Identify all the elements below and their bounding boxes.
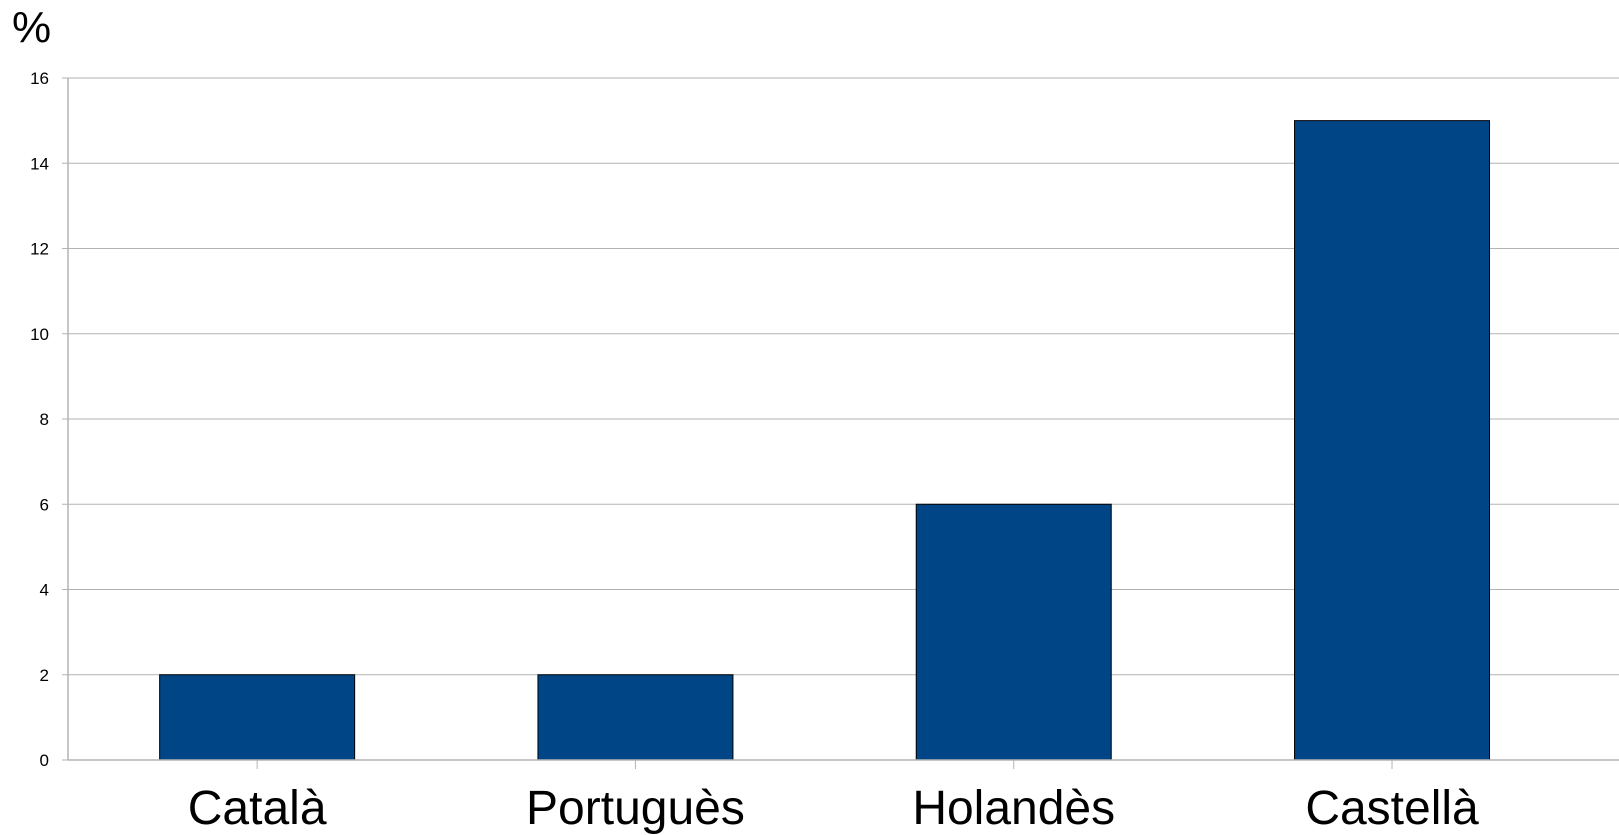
y-tick-label-4: 4: [40, 581, 49, 600]
bar-3: [915, 503, 1112, 761]
y-tick-label-2: 2: [40, 666, 49, 685]
bar-4: [1294, 120, 1491, 761]
y-tick-label-8: 8: [40, 410, 49, 429]
y-tick-label-0: 0: [40, 751, 49, 770]
x-tick-label-4: Castellà: [1305, 782, 1479, 835]
y-axis-ticks: 0 2 4 6 8 10 12 14 16: [30, 69, 49, 770]
y-tick-label-14: 14: [30, 154, 49, 173]
x-tick-label-2: Portuguès: [526, 782, 745, 835]
bars: [159, 120, 1491, 761]
x-tick-label-3: Holandès: [912, 782, 1115, 835]
y-tick-label-6: 6: [40, 495, 49, 514]
x-tick-label-1: Català: [188, 782, 327, 835]
y-axis-label: %: [12, 3, 51, 52]
x-axis-ticks: Català Portuguès Holandès Castellà: [188, 782, 1479, 835]
y-tick-label-10: 10: [30, 325, 49, 344]
axes: [67, 78, 1619, 769]
y-tick-label-16: 16: [30, 69, 49, 88]
y-tick-label-12: 12: [30, 240, 49, 259]
bar-2: [537, 674, 734, 761]
bar-1: [159, 674, 356, 761]
